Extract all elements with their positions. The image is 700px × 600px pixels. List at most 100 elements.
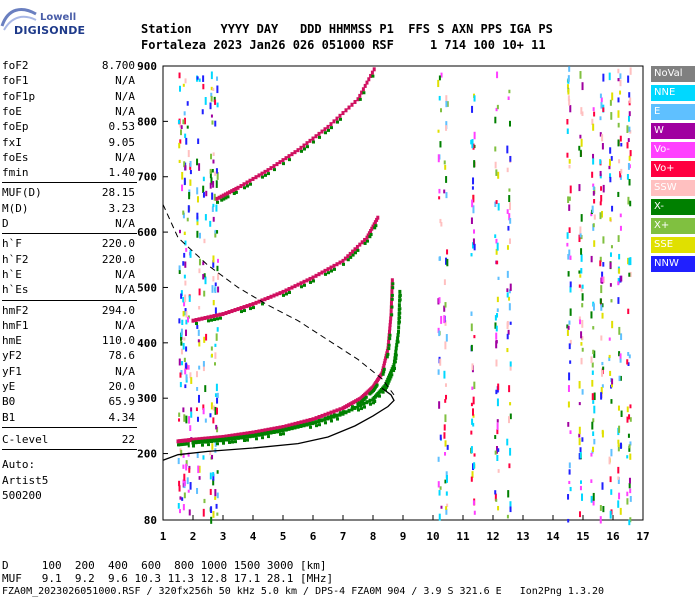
echo-point-x-trace (314, 420, 318, 425)
noise-dot (507, 96, 510, 101)
echo-point-secondary (388, 333, 392, 337)
echo-point-o-trace (323, 412, 327, 417)
echo-point-secondary (243, 186, 246, 190)
echo-point-o-trace (314, 416, 318, 421)
echo-point-o-2hop (299, 281, 303, 286)
noise-dot (445, 334, 448, 342)
echo-point-o-trace (390, 278, 394, 283)
echo-point-o-3hop (290, 152, 294, 157)
noise-dot (440, 72, 443, 78)
noise-dot (581, 303, 584, 308)
noise-dot (592, 223, 595, 228)
noise-dot (494, 493, 497, 501)
echo-point-secondary (273, 168, 276, 172)
noise-dot (438, 95, 441, 101)
noise-dot (439, 486, 442, 490)
noise-dot (213, 193, 216, 201)
noise-dot (494, 315, 497, 321)
noise-dot (215, 180, 218, 188)
noise-dot (509, 506, 512, 513)
noise-dot (620, 410, 623, 417)
noise-dot (212, 216, 215, 222)
noise-dot (599, 505, 602, 511)
echo-point-secondary (387, 343, 391, 347)
noise-dot (196, 452, 199, 459)
logo-lowell: Lowell (40, 12, 77, 23)
noise-dot (444, 399, 447, 403)
noise-dot (618, 492, 621, 500)
noise-dot (184, 308, 187, 312)
noise-dot (178, 265, 181, 271)
echo-point-o-trace (218, 435, 222, 440)
echo-point-secondary (362, 91, 366, 95)
noise-dot (593, 186, 596, 195)
echo-point-secondary (207, 319, 210, 323)
noise-dot (602, 236, 605, 244)
echo-point-o-3hop (254, 175, 258, 180)
noise-dot (187, 205, 190, 213)
echo-point-secondary (312, 279, 315, 283)
noise-dot (626, 125, 629, 133)
noise-dot (627, 433, 630, 438)
noise-dot (212, 405, 215, 411)
echo-point-secondary (384, 385, 388, 389)
noise-dot (568, 462, 571, 469)
echo-point-o-trace (278, 425, 282, 430)
footer-file-info: FZA0M_2023026051000.RSF / 320fx256h 50 k… (2, 586, 605, 597)
noise-dot (472, 422, 475, 427)
noise-dot (602, 506, 605, 513)
echo-point-secondary (282, 162, 285, 166)
noise-dot (209, 488, 212, 495)
noise-dot (183, 473, 186, 481)
noise-dot (214, 286, 217, 294)
echo-point-o-trace (332, 409, 336, 414)
noise-dot (509, 413, 512, 420)
x-tick-label: 11 (456, 530, 470, 543)
noise-dot (568, 343, 571, 350)
noise-dot (216, 85, 219, 94)
echo-point-o-2hop (263, 297, 267, 302)
noise-dot (568, 159, 571, 164)
echo-point-o-3hop (226, 191, 229, 196)
noise-dot (440, 315, 443, 324)
echo-point-o-3hop (302, 143, 306, 148)
noise-dot (496, 446, 499, 454)
noise-dot (202, 176, 205, 182)
echo-point-o-2hop (376, 215, 380, 220)
echo-point-o-3hop (245, 180, 249, 185)
noise-dot (506, 348, 509, 353)
echo-point-secondary (330, 269, 333, 273)
noise-dot (440, 108, 443, 113)
noise-dot (593, 438, 596, 445)
noise-dot (578, 433, 581, 438)
echo-point-secondary (349, 255, 353, 259)
echo-point-o-3hop (228, 190, 232, 195)
noise-dot (618, 375, 621, 382)
noise-dot (578, 184, 581, 192)
noise-dot (608, 337, 611, 341)
noise-dot (184, 240, 187, 246)
x-tick-label: 3 (220, 530, 227, 543)
echo-point-o-2hop (260, 298, 264, 303)
noise-dot (185, 319, 188, 325)
echo-point-o-2hop (227, 310, 231, 315)
noise-dot (592, 153, 595, 159)
echo-point-secondary (354, 251, 357, 255)
noise-dot (610, 112, 613, 120)
noise-dot (580, 268, 583, 274)
echo-point-o-3hop (248, 178, 252, 183)
noise-dot (568, 320, 571, 325)
echo-point-secondary (315, 424, 318, 428)
echo-point-x-trace (239, 435, 243, 440)
noise-dot (177, 503, 180, 509)
noise-dot (618, 159, 621, 164)
noise-dot (471, 186, 474, 190)
noise-dot (568, 204, 571, 211)
noise-dot (473, 131, 476, 140)
echo-point-secondary (339, 117, 342, 121)
header-row-values: Fortaleza 2023 Jan26 026 051000 RSF 1 71… (141, 38, 546, 52)
noise-dot (508, 89, 511, 94)
noise-dot (581, 319, 584, 328)
noise-dot (610, 156, 613, 161)
y-tick-label: 500 (137, 281, 157, 294)
